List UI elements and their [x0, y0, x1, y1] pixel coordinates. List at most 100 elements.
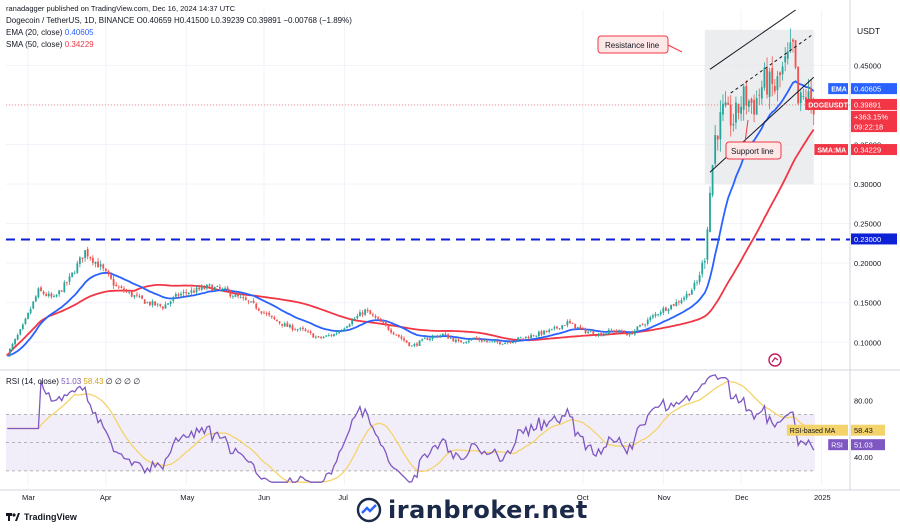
candle-body	[571, 323, 574, 325]
channel-mid-line	[730, 33, 814, 94]
candle-body	[307, 331, 309, 333]
candle-body	[698, 275, 701, 282]
candle-body	[662, 308, 665, 313]
candle-body	[359, 312, 361, 317]
sma-legend[interactable]: SMA (50, close) 0.34229	[6, 40, 94, 49]
candle-body	[729, 104, 732, 126]
candle-body	[84, 250, 86, 259]
price-label-value-bg	[851, 121, 897, 133]
candle-body	[602, 333, 605, 337]
publish-info: ranadagger published on TradingView.com,…	[6, 4, 236, 13]
rsi-tick-label: 80.00	[854, 396, 873, 405]
candle-body	[413, 343, 416, 346]
candle-body	[418, 340, 421, 346]
rsi-label-tag-bg	[828, 439, 848, 451]
rsi-label-tag: RSI	[831, 443, 843, 450]
candle-body	[771, 68, 774, 84]
price-label-value-bg	[851, 110, 897, 122]
candle-body	[597, 333, 600, 336]
candle-body	[646, 319, 649, 325]
price-label-value-bg	[851, 144, 897, 156]
sma-legend-label: SMA (50, close)	[6, 40, 63, 49]
rsi-legend[interactable]: RSI (14, close) 51.03 58.43 ∅ ∅ ∅ ∅	[6, 377, 140, 386]
tradingview-logo[interactable]: TradingView	[6, 512, 77, 522]
ema-legend-value: 0.40605	[64, 28, 94, 37]
candle-body	[320, 336, 322, 338]
annotations: Resistance line Support line	[597, 35, 782, 160]
ema-20-line	[7, 80, 815, 357]
candle-body	[781, 66, 784, 75]
candle-body	[289, 324, 291, 328]
candle-body	[86, 249, 89, 257]
candle-body	[322, 336, 325, 338]
candle-body	[247, 300, 250, 302]
candle-body	[19, 329, 22, 335]
candle-body	[436, 336, 439, 338]
watermark-text: iranbroker.net	[388, 496, 588, 524]
candle-body	[527, 336, 530, 339]
candle-body	[296, 329, 299, 331]
candle-body	[766, 68, 768, 95]
candle-body	[187, 293, 190, 295]
rsi-label-tag-bg	[786, 424, 848, 436]
candle-body	[8, 348, 11, 356]
price-label-value-bg	[851, 83, 897, 95]
candle-body	[779, 72, 781, 76]
price-tick-label: 0.25000	[854, 220, 881, 229]
candle-body	[294, 329, 297, 331]
candle-body	[473, 338, 475, 339]
candle-body	[506, 342, 509, 343]
candle-body	[442, 333, 444, 336]
support-callout-pointer	[744, 119, 749, 143]
candle-body	[491, 341, 494, 343]
candle-body	[755, 98, 758, 115]
candle-body	[758, 94, 761, 96]
candle-body	[198, 287, 201, 290]
candle-body	[185, 292, 188, 294]
candle-body	[161, 306, 164, 309]
candle-body	[71, 272, 74, 277]
candle-body	[34, 296, 37, 302]
ohlc-values: O0.40659 H0.41500 L0.39239 C0.39891 −0.0…	[136, 16, 352, 25]
rsi-pane	[7, 374, 815, 483]
candle-body	[480, 339, 483, 342]
candle-body	[537, 331, 540, 337]
candle-body	[657, 314, 660, 315]
candle-body	[644, 324, 647, 326]
candle-body	[576, 326, 579, 329]
ema-legend[interactable]: EMA (20, close) 0.40605	[6, 28, 94, 37]
candle-body	[639, 324, 641, 327]
candle-body	[317, 336, 320, 338]
candle-body	[696, 282, 698, 284]
resistance-callout-text: Resistance line	[605, 41, 660, 50]
candle-body	[107, 270, 110, 275]
candle-body	[63, 282, 66, 293]
candle-body	[623, 332, 626, 334]
candle-body	[561, 325, 564, 329]
candle-body	[724, 102, 727, 106]
tradingview-icon	[6, 513, 20, 521]
resistance-callout-box	[597, 35, 669, 54]
candle-body	[338, 330, 341, 334]
candle-body	[346, 326, 348, 328]
candle-body	[540, 331, 543, 335]
candle-body	[742, 86, 745, 110]
candle-body	[53, 296, 55, 297]
time-tick-label: Apr	[100, 493, 112, 502]
candle-body	[211, 285, 214, 291]
candle-body	[366, 309, 369, 312]
candle-body	[273, 317, 276, 320]
candle-body	[180, 293, 182, 296]
candle-body	[50, 293, 53, 297]
candle-body	[709, 192, 711, 232]
candle-body	[558, 328, 561, 329]
candle-body	[66, 282, 68, 283]
candle-body	[221, 288, 224, 290]
candle-body	[154, 301, 157, 306]
time-tick-label: Jun	[258, 493, 270, 502]
candle-body	[750, 98, 753, 104]
candle-body	[361, 312, 364, 315]
candle-body	[234, 294, 237, 297]
price-label-tag-bg	[828, 83, 848, 95]
candle-body	[732, 123, 735, 126]
